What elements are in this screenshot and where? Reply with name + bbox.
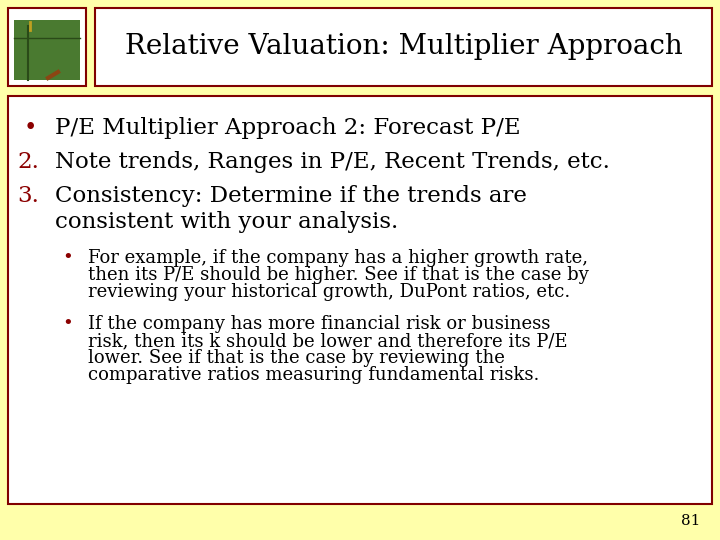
FancyBboxPatch shape	[8, 96, 712, 504]
Text: comparative ratios measuring fundamental risks.: comparative ratios measuring fundamental…	[88, 366, 539, 384]
Text: P/E Multiplier Approach 2: Forecast P/E: P/E Multiplier Approach 2: Forecast P/E	[55, 117, 521, 139]
Text: •: •	[23, 117, 37, 139]
FancyBboxPatch shape	[95, 8, 712, 86]
Text: risk, then its k should be lower and therefore its P/E: risk, then its k should be lower and the…	[88, 332, 567, 350]
Text: Consistency: Determine if the trends are: Consistency: Determine if the trends are	[55, 185, 527, 207]
Text: •: •	[63, 315, 73, 333]
Text: For example, if the company has a higher growth rate,: For example, if the company has a higher…	[88, 249, 588, 267]
Text: reviewing your historical growth, DuPont ratios, etc.: reviewing your historical growth, DuPont…	[88, 283, 570, 301]
Text: consistent with your analysis.: consistent with your analysis.	[55, 211, 398, 233]
Text: If the company has more financial risk or business: If the company has more financial risk o…	[88, 315, 550, 333]
FancyBboxPatch shape	[8, 8, 86, 86]
Text: then its P/E should be higher. See if that is the case by: then its P/E should be higher. See if th…	[88, 266, 589, 284]
Text: Relative Valuation: Multiplier Approach: Relative Valuation: Multiplier Approach	[125, 33, 683, 60]
Text: lower. See if that is the case by reviewing the: lower. See if that is the case by review…	[88, 349, 505, 367]
Text: •: •	[63, 249, 73, 267]
Text: 2.: 2.	[17, 151, 39, 173]
Text: 81: 81	[680, 514, 700, 528]
Text: Note trends, Ranges in P/E, Recent Trends, etc.: Note trends, Ranges in P/E, Recent Trend…	[55, 151, 610, 173]
FancyBboxPatch shape	[14, 20, 80, 80]
Text: 3.: 3.	[17, 185, 39, 207]
